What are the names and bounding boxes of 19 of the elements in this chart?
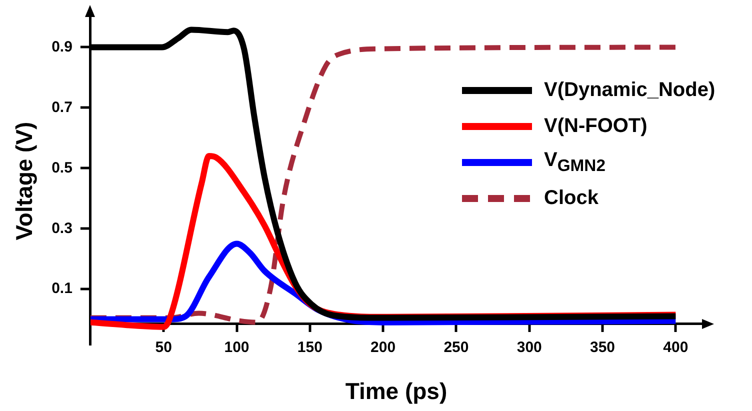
legend-label: V(Dynamic_Node) — [544, 78, 716, 102]
x-tick-label: 300 — [516, 338, 542, 356]
x-tick-label: 400 — [663, 338, 688, 356]
x-tick-label: 200 — [370, 338, 396, 356]
y-tick-label: 0.3 — [52, 220, 72, 237]
x-tick-label: 150 — [297, 338, 322, 356]
y-axis-title: Voltage (V) — [11, 122, 38, 240]
y-tick-label: 0.5 — [52, 159, 72, 176]
y-tick-label: 0.7 — [52, 98, 72, 116]
legend-label: V$_{GMN2}$ — [544, 148, 606, 176]
x-tick-label: 250 — [444, 338, 469, 356]
legend-label: V(N-FOOT) — [544, 114, 648, 138]
x-tick-label: 100 — [224, 338, 250, 356]
y-tick-label: 0.1 — [52, 280, 72, 298]
y-tick-label: 0.9 — [52, 38, 72, 56]
x-tick-label: 50 — [155, 338, 172, 356]
x-tick-label: 350 — [590, 338, 616, 356]
x-axis-title: Time (ps) — [345, 378, 448, 404]
legend-label: Clock — [544, 186, 598, 210]
